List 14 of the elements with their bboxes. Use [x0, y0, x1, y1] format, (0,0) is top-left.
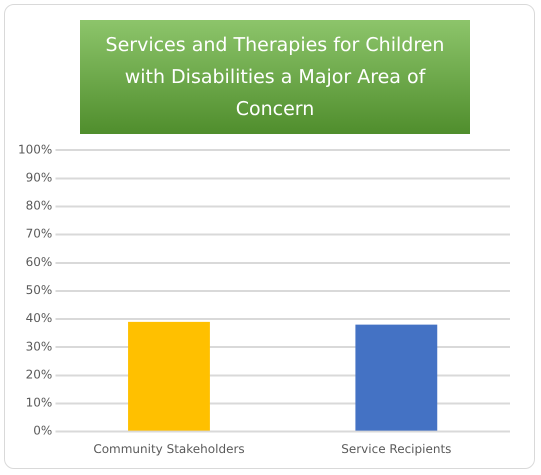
x-tick-label: Service Recipients: [341, 442, 452, 456]
x-tick-label: Community Stakeholders: [93, 442, 245, 456]
y-tick-label: 50%: [26, 283, 52, 298]
y-tick-label: 30%: [26, 339, 52, 354]
chart-title: Services and Therapies for Children with Disabilities a Major Area of Concern: [80, 20, 470, 134]
y-tick-label: 0%: [33, 424, 52, 438]
y-tick-label: 60%: [26, 254, 52, 269]
y-tick-label: 100%: [18, 142, 52, 156]
y-tick-label: 80%: [26, 198, 52, 213]
y-tick-label: 40%: [26, 311, 52, 326]
y-tick-label: 10%: [26, 396, 52, 410]
y-tick-label: 20%: [26, 367, 52, 382]
y-tick-label: 70%: [26, 226, 52, 241]
y-tick-label: 90%: [26, 170, 52, 184]
